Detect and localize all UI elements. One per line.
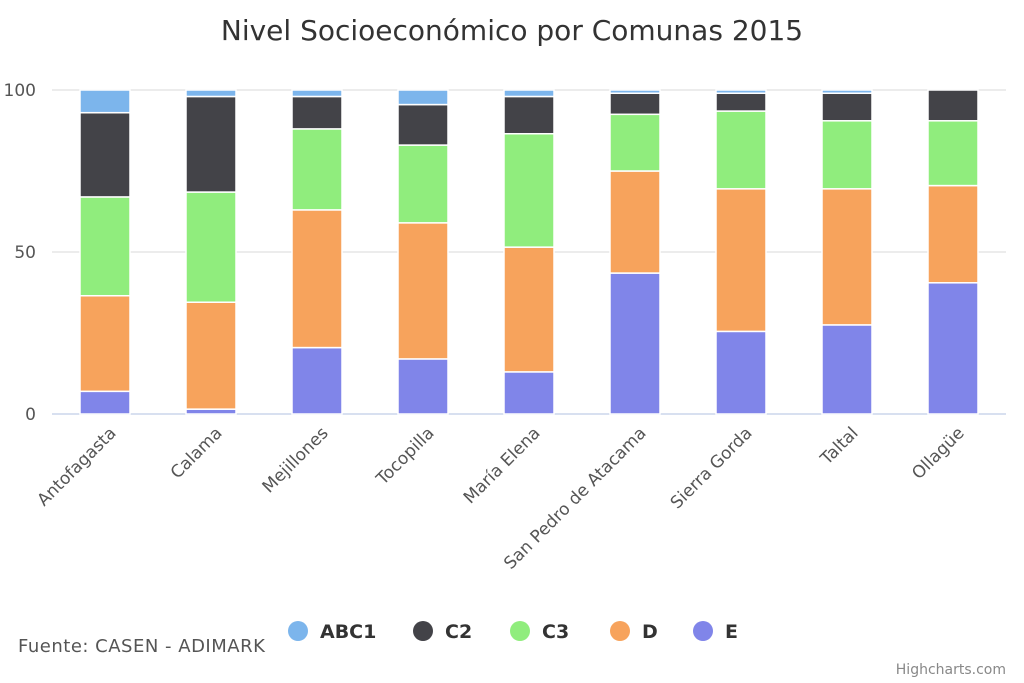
bar-c3-8[interactable]	[927, 120, 979, 187]
bar-stack-0	[79, 89, 131, 415]
legend-item-c2[interactable]: C2	[413, 621, 472, 643]
bar-stack-3	[397, 89, 449, 415]
bar-abc1-2[interactable]	[291, 89, 343, 98]
legend-item-d[interactable]: D	[610, 621, 658, 643]
bar-e-8[interactable]	[927, 282, 979, 415]
legend-label: C3	[542, 621, 569, 643]
bar-stack-1	[185, 89, 237, 415]
bar-e-4[interactable]	[503, 371, 555, 415]
legend-label: D	[642, 621, 658, 643]
bar-e-2[interactable]	[291, 346, 343, 415]
bar-stack-7	[821, 89, 873, 415]
bar-stack-2	[291, 89, 343, 415]
bar-d-3[interactable]	[397, 222, 449, 360]
bar-c2-7[interactable]	[821, 92, 873, 122]
bar-c3-2[interactable]	[291, 128, 343, 211]
source-text: Fuente: CASEN - ADIMARK	[18, 636, 266, 657]
bar-c2-6[interactable]	[715, 92, 767, 112]
bar-d-5[interactable]	[609, 170, 661, 274]
bar-abc1-1[interactable]	[185, 89, 237, 98]
bar-d-4[interactable]	[503, 246, 555, 373]
x-tick-label: María Elena	[460, 423, 545, 508]
legend-label: E	[725, 621, 738, 643]
x-tick-label: Ollagüe	[908, 423, 968, 483]
bar-c3-0[interactable]	[79, 196, 131, 297]
bar-abc1-6[interactable]	[715, 89, 767, 94]
legend-label: ABC1	[320, 621, 376, 643]
legend-marker	[693, 621, 713, 641]
bar-e-0[interactable]	[79, 390, 131, 415]
bar-c2-5[interactable]	[609, 92, 661, 116]
legend-marker	[510, 621, 530, 641]
bar-c2-0[interactable]	[79, 111, 131, 198]
bar-d-8[interactable]	[927, 184, 979, 284]
x-tick-label: Mejillones	[259, 423, 333, 497]
bar-c2-2[interactable]	[291, 95, 343, 130]
bar-c2-4[interactable]	[503, 95, 555, 135]
x-tick-label: Antofagasta	[34, 423, 121, 510]
chart-title: Nivel Socioeconómico por Comunas 2015	[221, 14, 803, 47]
bar-d-1[interactable]	[185, 301, 237, 410]
bar-c2-8[interactable]	[927, 89, 979, 122]
bar-d-6[interactable]	[715, 188, 767, 333]
bar-e-7[interactable]	[821, 324, 873, 415]
legend-marker	[288, 621, 308, 641]
bar-abc1-0[interactable]	[79, 89, 131, 114]
legend-marker	[413, 621, 433, 641]
bar-c3-1[interactable]	[185, 191, 237, 303]
legend-item-e[interactable]: E	[693, 621, 738, 643]
bar-e-5[interactable]	[609, 272, 661, 415]
x-tick-label: Tocopilla	[372, 423, 438, 489]
bar-c3-3[interactable]	[397, 144, 449, 224]
legend-item-abc1[interactable]: ABC1	[288, 621, 376, 643]
bar-stack-6	[715, 89, 767, 415]
x-tick-label: Taltal	[816, 423, 862, 469]
x-axis: Antofagasta Calama Mejillones Tocopilla Marí…	[34, 423, 969, 573]
bar-e-6[interactable]	[715, 330, 767, 415]
legend-item-c3[interactable]: C3	[510, 621, 569, 643]
y-axis: 0 50 100	[4, 81, 36, 425]
legend-marker	[610, 621, 630, 641]
bar-d-7[interactable]	[821, 188, 873, 326]
legend: ABC1 C2 C3 D E	[288, 621, 738, 643]
bar-stack-5	[609, 89, 661, 415]
bar-stack-8	[927, 89, 979, 415]
bar-c3-4[interactable]	[503, 132, 555, 248]
bar-e-3[interactable]	[397, 358, 449, 415]
y-tick-label: 100	[4, 81, 36, 101]
x-tick-label: Sierra Gorda	[667, 423, 757, 513]
legend-label: C2	[445, 621, 472, 643]
bar-abc1-7[interactable]	[821, 89, 873, 94]
bar-d-2[interactable]	[291, 209, 343, 349]
bar-c3-7[interactable]	[821, 120, 873, 190]
bar-abc1-3[interactable]	[397, 89, 449, 106]
y-tick-label: 0	[25, 405, 36, 425]
bar-c2-1[interactable]	[185, 95, 237, 193]
bars	[79, 89, 979, 415]
bar-abc1-5[interactable]	[609, 89, 661, 94]
bar-abc1-4[interactable]	[503, 89, 555, 98]
bar-stack-4	[503, 89, 555, 415]
bar-d-0[interactable]	[79, 294, 131, 393]
x-tick-label: Calama	[167, 423, 227, 483]
bar-c2-3[interactable]	[397, 103, 449, 146]
y-tick-label: 50	[14, 243, 36, 263]
credits-link[interactable]: Highcharts.com	[896, 662, 1006, 678]
bar-c3-6[interactable]	[715, 110, 767, 190]
bar-c3-5[interactable]	[609, 113, 661, 172]
